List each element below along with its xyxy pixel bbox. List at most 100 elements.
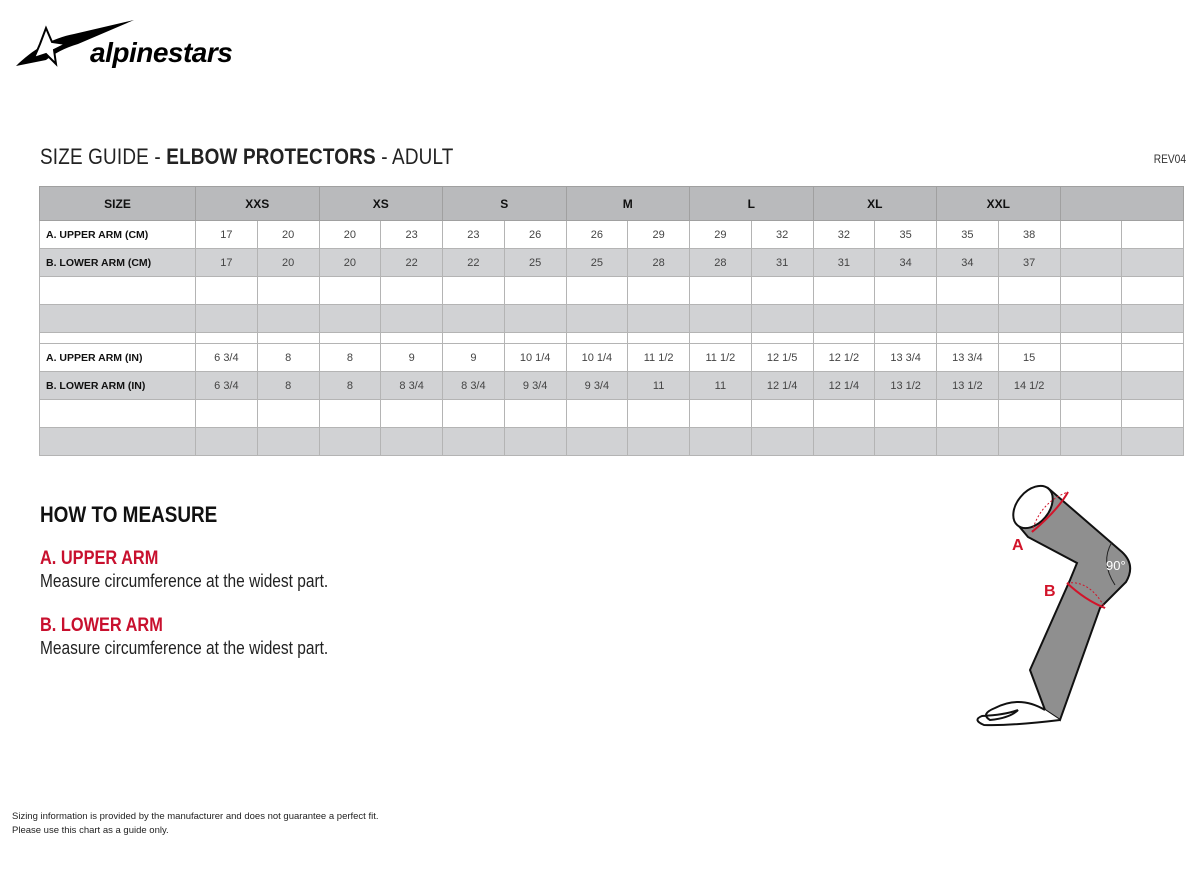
measurement-cell <box>1059 220 1123 249</box>
measurement-cell: 8 <box>318 371 382 400</box>
measurement-cell <box>750 304 814 333</box>
measurement-cell <box>195 427 258 456</box>
measurement-cell: 23 <box>380 220 443 249</box>
measurement-cell <box>627 304 690 333</box>
measurement-cell <box>750 276 814 305</box>
spacer-cell <box>689 332 752 344</box>
measurement-cell: 26 <box>503 220 567 249</box>
table-row <box>39 427 1184 456</box>
measurement-cell <box>997 399 1061 428</box>
measurement-cell: 12 1/2 <box>812 343 876 372</box>
measurement-cell <box>997 304 1061 333</box>
measurement-cell: 28 <box>627 248 690 277</box>
table-row <box>39 304 1184 333</box>
measurement-cell <box>874 304 937 333</box>
measurement-cell <box>1059 371 1123 400</box>
measurement-cell: 31 <box>750 248 814 277</box>
measurement-cell <box>318 276 382 305</box>
measurement-cell <box>812 427 876 456</box>
measurement-cell <box>380 427 443 456</box>
measurement-cell <box>195 304 258 333</box>
measurement-cell: 13 1/2 <box>874 371 937 400</box>
measurement-cell: 8 <box>318 343 382 372</box>
row-label: A. UPPER ARM (IN) <box>39 343 196 372</box>
spacer-cell <box>195 332 258 344</box>
measurement-cell: 11 1/2 <box>627 343 690 372</box>
spacer-cell <box>627 332 690 344</box>
row-label: B. LOWER ARM (CM) <box>39 248 196 277</box>
measurement-cell: 10 1/4 <box>503 343 567 372</box>
measurement-cell <box>1121 371 1184 400</box>
measurement-cell: 12 1/4 <box>750 371 814 400</box>
measurement-cell: 9 3/4 <box>565 371 629 400</box>
measurement-cell: 13 3/4 <box>874 343 937 372</box>
measurement-cell: 15 <box>997 343 1061 372</box>
table-row: A. UPPER ARM (CM) 17 20 20 23 23 26 26 29 29 32 32 3… <box>39 220 1184 249</box>
label-a: A <box>1012 537 1024 554</box>
size-table: SIZE XXS XS S M L XL XXL A. UPPER ARM (CM) 17 20 20… <box>39 186 1184 456</box>
table-row <box>39 276 1184 305</box>
measurement-cell: 8 3/4 <box>442 371 505 400</box>
measurement-cell <box>1121 248 1184 277</box>
footer-disclaimer-line1: Sizing information is provided by the ma… <box>12 811 379 822</box>
measurement-cell <box>997 427 1061 456</box>
measurement-cell: 13 1/2 <box>936 371 999 400</box>
measurement-cell <box>936 276 999 305</box>
measurement-cell <box>1121 343 1184 372</box>
size-header-cell: XXS <box>195 186 320 221</box>
measurement-cell: 8 <box>256 371 320 400</box>
measurement-cell: 35 <box>936 220 999 249</box>
spacer-cell <box>1121 332 1184 344</box>
measurement-cell: 11 <box>689 371 752 400</box>
measurement-cell: 23 <box>442 220 505 249</box>
measurement-cell <box>318 427 382 456</box>
measurement-cell: 20 <box>256 220 320 249</box>
measurement-cell <box>689 399 752 428</box>
spacer-cell <box>442 332 505 344</box>
measurement-cell: 22 <box>380 248 443 277</box>
measurement-cell: 6 3/4 <box>195 343 258 372</box>
measurement-cell <box>812 399 876 428</box>
size-header-cell <box>1059 186 1184 221</box>
measurement-cell: 14 1/2 <box>997 371 1061 400</box>
measurement-cell <box>565 304 629 333</box>
table-row <box>39 399 1184 428</box>
measurement-cell <box>318 304 382 333</box>
measurement-cell <box>442 427 505 456</box>
measurement-cell <box>1059 343 1123 372</box>
measurement-cell <box>503 304 567 333</box>
measurement-cell: 6 3/4 <box>195 371 258 400</box>
measurement-cell <box>874 427 937 456</box>
measurement-cell <box>195 399 258 428</box>
alpinestars-logo: alpinestars <box>12 14 292 70</box>
angle-label: 90° <box>1106 558 1126 573</box>
spacer-cell <box>750 332 814 344</box>
measurement-cell: 9 3/4 <box>503 371 567 400</box>
table-row: B. LOWER ARM (CM) 17 20 20 22 22 25 25 28 28 31 31 3… <box>39 248 1184 277</box>
measurement-cell <box>1059 248 1123 277</box>
upper-arm-instruction: Measure circumference at the widest part… <box>40 571 329 591</box>
measurement-cell: 20 <box>318 220 382 249</box>
size-header-cell: S <box>442 186 567 221</box>
size-header-cell: M <box>565 186 690 221</box>
measurement-cell <box>1121 276 1184 305</box>
spacer-cell <box>565 332 629 344</box>
spacer-cell <box>874 332 937 344</box>
how-to-measure-heading: HOW TO MEASURE <box>40 502 218 527</box>
measurement-cell <box>256 276 320 305</box>
upper-arm-heading: A. UPPER ARM <box>40 548 159 569</box>
measurement-cell <box>874 276 937 305</box>
measurement-cell: 12 1/4 <box>812 371 876 400</box>
spacer-cell <box>1059 332 1123 344</box>
measurement-cell: 31 <box>812 248 876 277</box>
measurement-cell: 20 <box>256 248 320 277</box>
measurement-cell <box>627 399 690 428</box>
measurement-cell <box>565 399 629 428</box>
measurement-cell: 13 3/4 <box>936 343 999 372</box>
table-row: B. LOWER ARM (IN) 6 3/4 8 8 8 3/4 8 3/4 9 3/4 9… <box>39 371 1184 400</box>
measurement-cell <box>689 304 752 333</box>
measurement-cell <box>195 276 258 305</box>
measurement-cell <box>318 399 382 428</box>
size-header-cell: L <box>689 186 814 221</box>
spacer-cell <box>256 332 320 344</box>
